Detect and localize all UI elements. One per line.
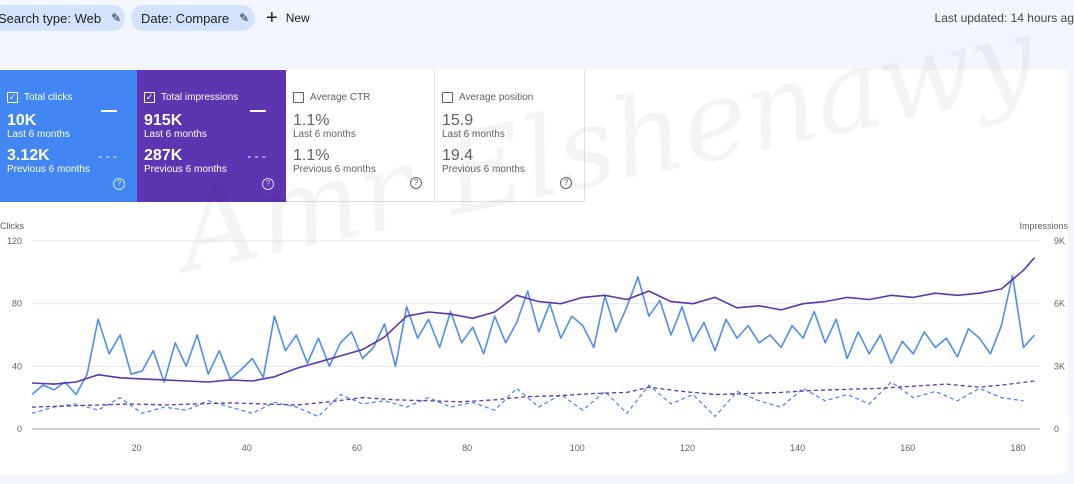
metric-tile-position[interactable]: Average position 15.9 Last 6 months 19.4… [435, 70, 585, 202]
dashed-line-legend-icon: - - - [98, 149, 117, 163]
metric-prev-period: Previous 6 months [144, 164, 227, 175]
bottom-strip [0, 474, 1074, 484]
search-type-chip[interactable]: Search type: Web ✎ [0, 5, 125, 31]
metric-prev-value: 1.1% [293, 147, 330, 164]
help-icon[interactable]: ? [410, 177, 422, 189]
metric-period: Last 6 months [144, 129, 207, 140]
x-tick-label: 60 [352, 443, 362, 453]
edit-icon: ✎ [239, 11, 250, 25]
x-tick-label: 40 [242, 443, 252, 453]
y-tick-label-right: 9K [1054, 236, 1065, 246]
metric-value: 15.9 [442, 112, 474, 129]
x-tick-label: 100 [570, 443, 585, 453]
metric-tile-impressions[interactable]: ✓ Total impressions 915K Last 6 months 28… [137, 70, 286, 202]
metric-value: 1.1% [293, 112, 330, 129]
y-tick-label-right: 3K [1054, 361, 1065, 371]
y-tick-label-left: 80 [12, 299, 22, 309]
performance-card: ✓ Total clicks 10K Last 6 months 3.12K Pr… [0, 70, 1068, 474]
y-tick-label-right: 0 [1054, 424, 1059, 434]
checkbox-checked-icon[interactable]: ✓ [144, 91, 155, 103]
metric-label: Average CTR [310, 91, 371, 103]
metric-tile-ctr[interactable]: Average CTR 1.1% Last 6 months 1.1% Prev… [286, 70, 435, 202]
x-tick-label: 20 [132, 443, 142, 453]
x-tick-label: 140 [790, 443, 805, 453]
metric-label: Total impressions [161, 91, 239, 103]
new-filter-button[interactable]: + New [266, 5, 310, 31]
right-axis-title: Impressions [1019, 221, 1068, 231]
checkbox-checked-icon[interactable]: ✓ [7, 91, 18, 103]
solid-line-legend-icon [250, 110, 266, 112]
left-axis-title: Clicks [0, 221, 24, 231]
edit-icon: ✎ [111, 11, 122, 25]
metric-prev-period: Previous 6 months [293, 164, 376, 175]
plus-icon: + [266, 7, 278, 29]
y-tick-label-left: 0 [17, 424, 22, 434]
metric-period: Last 6 months [7, 129, 70, 140]
x-tick-label: 160 [900, 443, 915, 453]
x-tick-label: 180 [1010, 443, 1025, 453]
metric-prev-value: 287K [144, 147, 183, 164]
dashed-line-legend-icon: - - - [247, 149, 266, 163]
solid-line-legend-icon [101, 110, 117, 112]
metric-label: Average position [459, 91, 534, 103]
metric-value: 915K [144, 112, 183, 129]
metric-prev-value: 19.4 [442, 147, 474, 164]
checkbox-unchecked-icon[interactable] [293, 91, 304, 103]
last-updated-text: Last updated: 14 hours ag [934, 11, 1074, 25]
help-icon[interactable]: ? [262, 178, 274, 190]
series-line-clicks-previous [31, 381, 1024, 418]
x-tick-label: 80 [462, 443, 472, 453]
checkbox-unchecked-icon[interactable] [442, 91, 453, 103]
y-tick-label-left: 40 [12, 361, 22, 371]
help-icon[interactable]: ? [560, 177, 572, 189]
series-line-impressions [31, 257, 1036, 385]
metric-prev-value: 3.12K [7, 147, 50, 164]
metric-period: Last 6 months [442, 129, 505, 140]
series-line-clicks [31, 274, 1036, 396]
series-line-impressions-previous [31, 380, 1035, 408]
metric-period: Last 6 months [293, 129, 356, 140]
new-label: New [285, 11, 310, 25]
help-icon[interactable]: ? [113, 178, 125, 190]
date-label: Date: Compare [141, 10, 230, 26]
filter-bar: Search type: Web ✎ Date: Compare ✎ + New… [0, 0, 1074, 36]
metric-tile-clicks[interactable]: ✓ Total clicks 10K Last 6 months 3.12K Pr… [0, 70, 137, 202]
metric-prev-period: Previous 6 months [442, 164, 525, 175]
metric-label: Total clicks [24, 91, 73, 103]
x-tick-label: 120 [680, 443, 695, 453]
y-tick-label-left: 120 [7, 236, 22, 246]
search-type-label: Search type: Web [0, 10, 102, 26]
performance-chart[interactable]: Clicks Impressions 0 40 80 120 0 3K 6K 9K 20 40 60 80… [0, 220, 1068, 474]
date-chip[interactable]: Date: Compare ✎ [131, 5, 255, 31]
metric-prev-period: Previous 6 months [7, 164, 90, 175]
y-tick-label-right: 6K [1054, 299, 1065, 309]
metric-value: 10K [7, 112, 37, 129]
